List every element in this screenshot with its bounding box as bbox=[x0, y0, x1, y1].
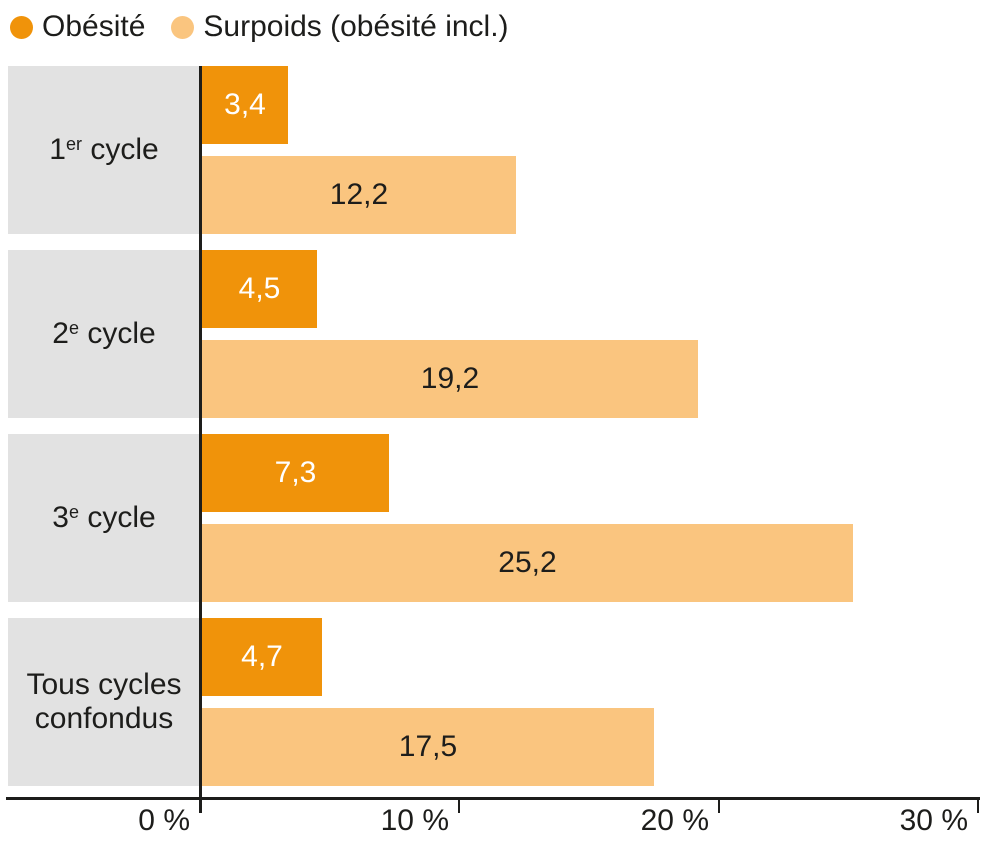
bar-surpoids: 17,5 bbox=[202, 708, 654, 786]
x-axis-tick bbox=[718, 800, 720, 813]
bar-value-label: 19,2 bbox=[420, 362, 480, 395]
category-row: 3e cycle 7,3 25,2 bbox=[0, 434, 996, 602]
category-label-line2: confondus bbox=[34, 702, 174, 735]
legend-dot-surpoids-icon bbox=[171, 15, 195, 39]
x-axis-tick-label: 10 % bbox=[380, 804, 449, 837]
bar-value-label: 4,5 bbox=[238, 272, 281, 305]
bar-value-label: 7,3 bbox=[274, 456, 317, 489]
category-label-line1: 2e cycle bbox=[52, 317, 156, 351]
x-axis-tick bbox=[977, 800, 979, 813]
x-axis-tick-label: 30 % bbox=[899, 804, 968, 837]
bar-obesite: 7,3 bbox=[202, 434, 389, 512]
legend-dot-obesite-icon bbox=[10, 15, 33, 39]
legend-label-surpoids: Surpoids (obésité incl.) bbox=[203, 10, 509, 43]
bar-value-label: 3,4 bbox=[224, 88, 266, 121]
chart-legend: Obésité Surpoids (obésité incl.) bbox=[10, 12, 509, 42]
bar-value-label: 17,5 bbox=[398, 730, 458, 763]
category-row: 1er cycle 3,4 12,2 bbox=[0, 66, 996, 234]
y-axis-line bbox=[199, 66, 202, 813]
bar-surpoids: 19,2 bbox=[202, 340, 698, 418]
bar-obesite: 4,5 bbox=[202, 250, 317, 328]
category-row: Tous cycles confondus 4,7 17,5 bbox=[0, 618, 996, 786]
x-axis-tick-label: 20 % bbox=[640, 804, 709, 837]
category-label-line1: Tous cycles bbox=[26, 668, 182, 702]
category-label: 1er cycle bbox=[8, 66, 200, 234]
bar-obesite: 4,7 bbox=[202, 618, 322, 696]
category-label: 2e cycle bbox=[8, 250, 200, 418]
bar-value-label: 12,2 bbox=[329, 178, 389, 211]
bar-value-label: 25,2 bbox=[498, 546, 557, 579]
legend-item-obesite: Obésité bbox=[10, 12, 145, 42]
bar-value-label: 4,7 bbox=[241, 640, 283, 673]
legend-item-surpoids: Surpoids (obésité incl.) bbox=[171, 10, 509, 43]
x-axis-tick bbox=[458, 800, 460, 813]
category-label-line1: 1er cycle bbox=[49, 133, 159, 167]
x-axis-line bbox=[6, 797, 980, 800]
bar-surpoids: 25,2 bbox=[202, 524, 853, 602]
category-label: 3e cycle bbox=[8, 434, 200, 602]
category-label: Tous cycles confondus bbox=[8, 618, 200, 786]
bar-obesite: 3,4 bbox=[202, 66, 288, 144]
legend-label-obesite: Obésité bbox=[42, 10, 146, 43]
plot-area: 1er cycle 3,4 12,2 2e cycle 4,5 19,2 3e cycle 7… bbox=[0, 66, 996, 786]
bar-surpoids: 12,2 bbox=[202, 156, 516, 234]
x-axis-tick-label: 0 % bbox=[138, 804, 190, 837]
category-row: 2e cycle 4,5 19,2 bbox=[0, 250, 996, 418]
category-label-line1: 3e cycle bbox=[52, 501, 156, 535]
